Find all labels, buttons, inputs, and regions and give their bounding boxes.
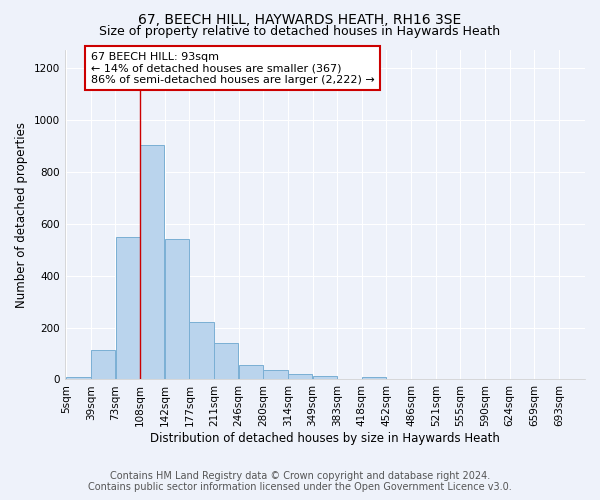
Bar [214,343,238,380]
Bar [66,378,91,380]
Bar [263,370,287,380]
Bar [313,376,337,380]
Bar [165,240,189,380]
Bar [91,350,115,380]
Bar [288,374,313,380]
Bar [239,365,263,380]
Bar [190,322,214,380]
Text: Size of property relative to detached houses in Haywards Heath: Size of property relative to detached ho… [100,25,500,38]
Text: Contains HM Land Registry data © Crown copyright and database right 2024.
Contai: Contains HM Land Registry data © Crown c… [88,471,512,492]
Text: 67, BEECH HILL, HAYWARDS HEATH, RH16 3SE: 67, BEECH HILL, HAYWARDS HEATH, RH16 3SE [139,12,461,26]
Bar [116,238,140,380]
X-axis label: Distribution of detached houses by size in Haywards Heath: Distribution of detached houses by size … [150,432,500,445]
Bar [337,379,362,380]
Bar [140,144,164,380]
Bar [362,378,386,380]
Y-axis label: Number of detached properties: Number of detached properties [15,122,28,308]
Text: 67 BEECH HILL: 93sqm
← 14% of detached houses are smaller (367)
86% of semi-deta: 67 BEECH HILL: 93sqm ← 14% of detached h… [91,52,374,85]
